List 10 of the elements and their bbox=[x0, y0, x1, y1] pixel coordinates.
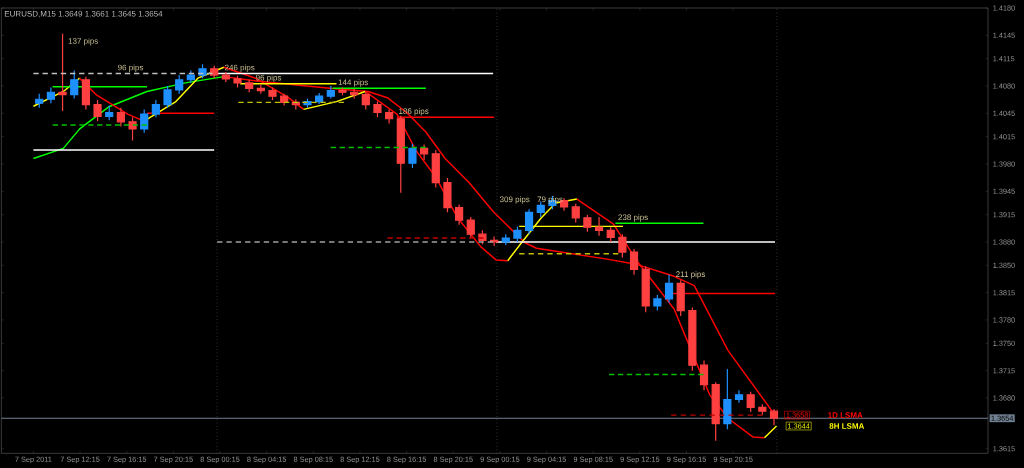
annotation: 309 pips bbox=[499, 196, 530, 204]
legend-label: 1D LSMA bbox=[828, 412, 863, 418]
legend-label: 8H LSMA bbox=[829, 423, 865, 429]
annotation: 96 pips bbox=[118, 64, 144, 72]
annotation: 137 pips bbox=[68, 37, 99, 46]
annotation: 144 pips bbox=[338, 79, 368, 87]
annotation: 238 pips bbox=[618, 214, 648, 222]
annotation: 96 pips bbox=[256, 74, 282, 83]
chart-title: EURUSD,M15 1.3649 1.3661 1.3645 1.3654 bbox=[4, 10, 163, 18]
annotation: 211 pips bbox=[676, 271, 706, 279]
